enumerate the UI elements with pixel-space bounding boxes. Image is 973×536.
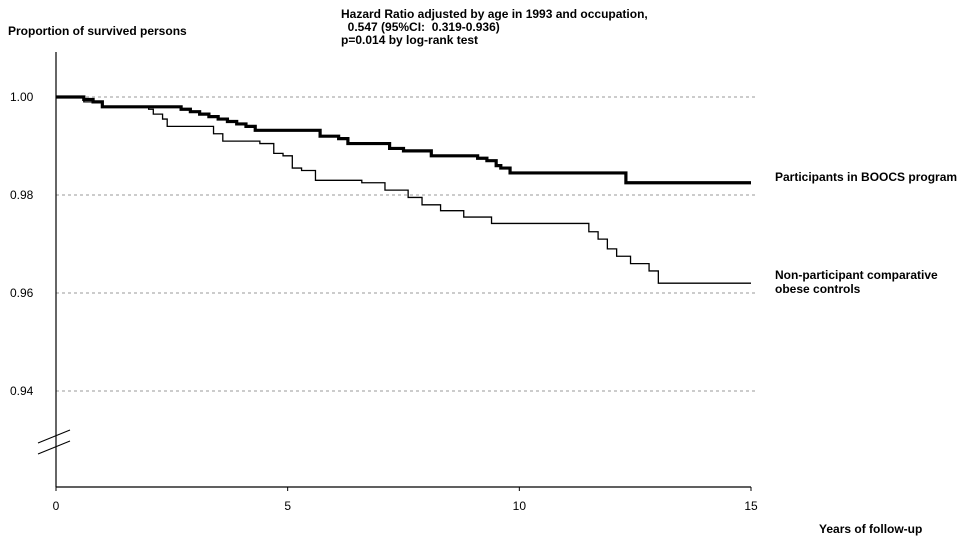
x-tick-label: 5 [284,499,291,513]
series-label-controls-line-2: obese controls [775,282,861,296]
grid-lines [56,96,758,392]
x-axis-label: Years of follow-up [819,522,923,536]
x-tick-label: 10 [513,499,527,513]
series-lines [56,95,751,284]
series-label-participants: Participants in BOOCS program [775,170,957,184]
annotation-line-1: Hazard Ratio adjusted by age in 1993 and… [341,7,648,21]
x-tick-label: 0 [53,499,60,513]
series-label-participants-line-1: Participants in BOOCS program [775,170,958,184]
axis-break-mark [37,440,71,455]
y-tick-label: 0.96 [10,286,34,300]
x-tick-label: 15 [744,499,758,513]
annotation-line-3: p=0.014 by log-rank test [341,33,479,47]
y-axis-label: Proportion of survived persons [8,24,187,38]
tick-labels: 1.00 0.98 0.96 0.94 0 5 10 15 [10,90,758,513]
y-tick-label: 0.98 [10,188,34,202]
axis-break-mark [37,429,71,444]
series-line-participants [56,95,751,185]
series-label-controls-line-1: Non-participant comparative [775,268,938,282]
annotation-line-2: 0.547 (95%CI: 0.319-0.936) [341,20,500,34]
series-line-controls [56,96,751,284]
hazard-ratio-annotation: Hazard Ratio adjusted by age in 1993 and… [341,8,648,47]
y-tick-label: 1.00 [10,90,34,104]
axes [37,52,752,491]
y-tick-label: 0.94 [10,384,34,398]
series-label-controls: Non-participant comparative obese contro… [775,268,938,296]
